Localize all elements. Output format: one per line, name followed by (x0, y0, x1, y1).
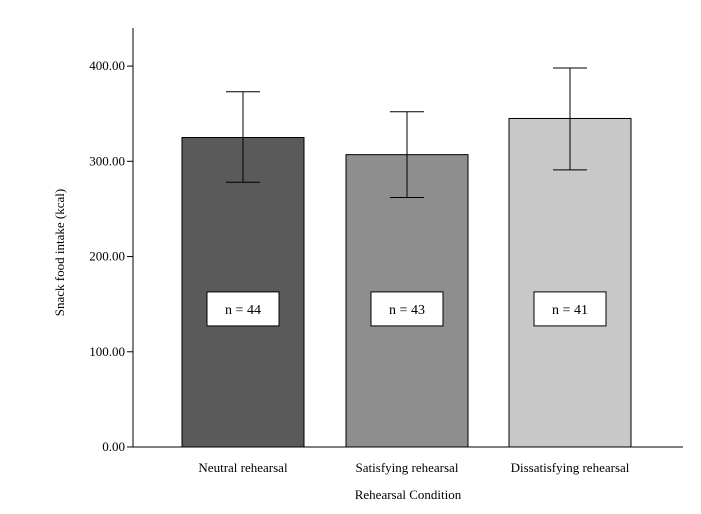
sample-size-label: n = 44 (225, 303, 261, 318)
sample-size-labels: n = 44 n = 43 n = 41 (206, 291, 607, 327)
y-tick-label: 400.00 (89, 58, 125, 73)
sample-size-box (206, 291, 280, 327)
x-axis-title: Rehearsal Condition (355, 487, 462, 502)
x-category-label: Satisfying rehearsal (356, 460, 459, 475)
sample-size-label: n = 41 (552, 303, 588, 318)
y-axis-title: Snack food intake (kcal) (52, 189, 67, 316)
x-category-label: Neutral rehearsal (198, 460, 288, 475)
x-axis-category-labels: Neutral rehearsal Satisfying rehearsal Dis… (198, 460, 629, 475)
error-bars (226, 67, 587, 199)
sample-size-label: n = 43 (389, 303, 425, 318)
sample-size-box (370, 291, 444, 327)
y-axis-ticks: 0.00 100.00 200.00 300.00 400.00 (89, 58, 133, 454)
y-tick-label: 0.00 (102, 439, 125, 454)
bars (181, 117, 632, 448)
sample-size-box (533, 291, 607, 327)
y-tick-label: 100.00 (89, 344, 125, 359)
x-category-label: Dissatisfying rehearsal (511, 460, 630, 475)
y-tick-label: 300.00 (89, 153, 125, 168)
bar-3 (508, 117, 632, 448)
y-tick-label: 200.00 (89, 249, 125, 264)
